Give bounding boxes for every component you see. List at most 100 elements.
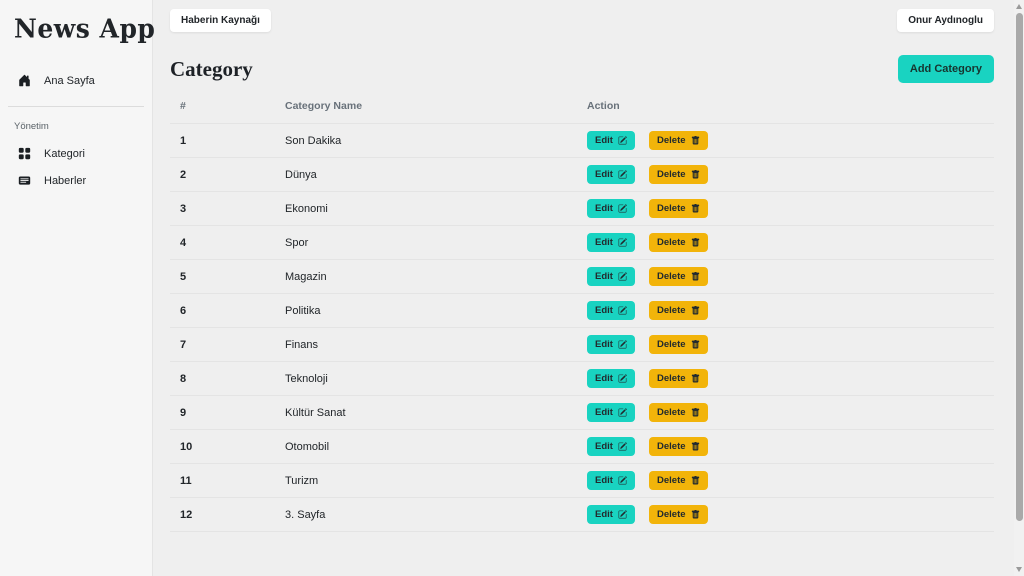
delete-button-label: Delete <box>657 271 686 282</box>
edit-button[interactable]: Edit <box>587 267 635 286</box>
row-actions: Edit Delete <box>587 259 994 294</box>
edit-button-label: Edit <box>595 407 613 418</box>
app-logo: News App <box>14 13 156 44</box>
scrollbar-up-icon[interactable] <box>1016 4 1022 9</box>
sidebar-item-label: Kategori <box>44 147 85 160</box>
delete-button[interactable]: Delete <box>649 471 708 490</box>
page-title: Category <box>170 56 253 81</box>
edit-button[interactable]: Edit <box>587 165 635 184</box>
row-id: 3 <box>170 191 285 226</box>
news-source-button[interactable]: Haberin Kaynağı <box>170 9 271 32</box>
edit-button[interactable]: Edit <box>587 369 635 388</box>
delete-button-label: Delete <box>657 305 686 316</box>
delete-button[interactable]: Delete <box>649 165 708 184</box>
grid-icon <box>18 147 31 160</box>
row-id: 6 <box>170 293 285 328</box>
pencil-square-icon <box>618 374 627 383</box>
delete-button[interactable]: Delete <box>649 233 708 252</box>
pencil-square-icon <box>618 510 627 519</box>
pencil-square-icon <box>618 170 627 179</box>
category-table: # Category Name Action 1 Son Dakika Edit… <box>170 95 994 532</box>
table-row: 8 Teknoloji Edit Delete <box>170 361 994 396</box>
row-actions: Edit Delete <box>587 429 994 464</box>
edit-button-label: Edit <box>595 339 613 350</box>
delete-button[interactable]: Delete <box>649 505 708 524</box>
pencil-square-icon <box>618 238 627 247</box>
row-name: Kültür Sanat <box>285 395 587 430</box>
edit-button[interactable]: Edit <box>587 335 635 354</box>
row-name: Finans <box>285 327 587 362</box>
delete-button-label: Delete <box>657 509 686 520</box>
scrollbar-down-icon[interactable] <box>1016 567 1022 572</box>
add-category-button[interactable]: Add Category <box>897 55 994 83</box>
edit-button[interactable]: Edit <box>587 403 635 422</box>
pencil-square-icon <box>618 340 627 349</box>
pencil-square-icon <box>618 408 627 417</box>
table-row: 2 Dünya Edit Delete <box>170 157 994 192</box>
delete-button[interactable]: Delete <box>649 267 708 286</box>
sidebar-item-haberler[interactable]: Haberler <box>0 167 152 194</box>
table-row: 6 Politika Edit Delete <box>170 293 994 328</box>
delete-button-label: Delete <box>657 475 686 486</box>
table-row: 7 Finans Edit Delete <box>170 327 994 362</box>
row-name: Politika <box>285 293 587 328</box>
edit-button[interactable]: Edit <box>587 233 635 252</box>
main-content: Haberin Kaynağı Onur Aydınoglu Category … <box>153 0 1014 576</box>
row-actions: Edit Delete <box>587 157 994 192</box>
table-row: 12 3. Sayfa Edit Delete <box>170 497 994 532</box>
delete-button[interactable]: Delete <box>649 199 708 218</box>
edit-button[interactable]: Edit <box>587 131 635 150</box>
trash-icon <box>691 442 699 451</box>
edit-button-label: Edit <box>595 203 613 214</box>
delete-button[interactable]: Delete <box>649 301 708 320</box>
edit-button[interactable]: Edit <box>587 505 635 524</box>
edit-button[interactable]: Edit <box>587 199 635 218</box>
row-id: 5 <box>170 259 285 294</box>
pencil-square-icon <box>618 272 627 281</box>
sidebar-item-ana-sayfa[interactable]: Ana Sayfa <box>0 67 152 94</box>
edit-button-label: Edit <box>595 135 613 146</box>
trash-icon <box>691 272 699 281</box>
trash-icon <box>691 204 699 213</box>
row-actions: Edit Delete <box>587 463 994 498</box>
delete-button-label: Delete <box>657 203 686 214</box>
edit-button[interactable]: Edit <box>587 301 635 320</box>
delete-button-label: Delete <box>657 237 686 248</box>
delete-button[interactable]: Delete <box>649 335 708 354</box>
row-name: Magazin <box>285 259 587 294</box>
sidebar: News App Ana Sayfa Yönetim Kategori <box>0 0 156 576</box>
row-actions: Edit Delete <box>587 395 994 430</box>
scrollbar-thumb[interactable] <box>1015 13 1023 521</box>
delete-button[interactable]: Delete <box>649 437 708 456</box>
sidebar-item-label: Ana Sayfa <box>44 74 95 87</box>
delete-button[interactable]: Delete <box>649 403 708 422</box>
sidebar-divider <box>8 106 144 107</box>
column-header-name: Category Name <box>285 95 587 124</box>
pencil-square-icon <box>618 204 627 213</box>
newspaper-icon <box>18 174 31 187</box>
row-name: Ekonomi <box>285 191 587 226</box>
sidebar-item-kategori[interactable]: Kategori <box>0 140 152 167</box>
table-header-row: # Category Name Action <box>170 95 994 124</box>
home-icon <box>18 74 31 87</box>
delete-button[interactable]: Delete <box>649 369 708 388</box>
edit-button[interactable]: Edit <box>587 471 635 490</box>
pencil-square-icon <box>618 442 627 451</box>
delete-button-label: Delete <box>657 339 686 350</box>
row-actions: Edit Delete <box>587 293 994 328</box>
sidebar-nav: Ana Sayfa Yönetim Kategori Haberler <box>0 67 152 194</box>
row-actions: Edit Delete <box>587 327 994 362</box>
edit-button-label: Edit <box>595 305 613 316</box>
edit-button-label: Edit <box>595 509 613 520</box>
row-name: Dünya <box>285 157 587 192</box>
edit-button-label: Edit <box>595 441 613 452</box>
edit-button-label: Edit <box>595 169 613 180</box>
edit-button[interactable]: Edit <box>587 437 635 456</box>
sidebar-section-label: Yönetim <box>14 121 49 132</box>
scrollbar[interactable] <box>1014 0 1024 576</box>
user-button[interactable]: Onur Aydınoglu <box>897 9 994 32</box>
delete-button[interactable]: Delete <box>649 131 708 150</box>
row-id: 1 <box>170 123 285 158</box>
trash-icon <box>691 510 699 519</box>
